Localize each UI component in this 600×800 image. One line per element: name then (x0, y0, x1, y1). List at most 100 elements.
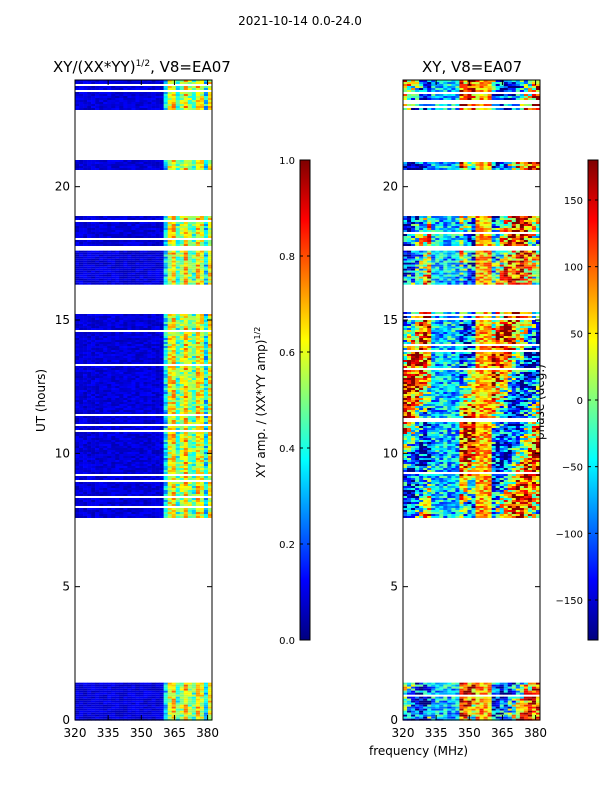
heatmap-cell (183, 428, 189, 430)
heatmap-cell (199, 352, 205, 354)
heatmap-cell (107, 428, 112, 430)
heatmap-cell (139, 318, 144, 320)
heatmap-cell (167, 498, 173, 500)
heatmap-cell (159, 282, 164, 285)
heatmap-cell (115, 322, 120, 324)
heatmap-cell (159, 710, 164, 713)
heatmap-cell (155, 472, 160, 474)
heatmap-cell (83, 450, 88, 452)
heatmap-cell (127, 492, 132, 494)
heatmap-cell (167, 502, 173, 504)
heatmap-cell (135, 692, 140, 695)
heatmap-cell (147, 340, 152, 342)
heatmap-cell (127, 260, 132, 263)
heatmap-cell (155, 168, 160, 170)
heatmap-cell (111, 484, 116, 486)
heatmap-cell (87, 328, 92, 330)
heatmap-cell (103, 488, 108, 490)
heatmap-cell (107, 476, 112, 478)
heatmap-cell (135, 400, 140, 402)
heatmap-cell (135, 388, 140, 390)
heatmap-cell (91, 494, 96, 496)
heatmap-cell (199, 398, 205, 400)
heatmap-cell (155, 384, 160, 386)
heatmap-cell (119, 166, 124, 168)
heatmap-cell (195, 682, 201, 685)
heatmap-cell (195, 242, 201, 244)
heatmap-cell (83, 426, 88, 428)
heatmap-cell (139, 398, 144, 400)
heatmap-cell (147, 700, 152, 703)
heatmap-cell (103, 346, 108, 348)
heatmap-cell (127, 254, 132, 257)
heatmap-cell (95, 342, 100, 344)
heatmap-cell (143, 464, 148, 466)
heatmap-cell (163, 504, 168, 506)
heatmap-cell (135, 354, 140, 356)
heatmap-cell (135, 378, 140, 380)
heatmap-cell (111, 222, 116, 224)
heatmap-cell (179, 460, 185, 462)
heatmap-cell (203, 690, 209, 693)
heatmap-cell (115, 468, 120, 470)
heatmap-cell (191, 160, 197, 162)
heatmap-cell (99, 686, 104, 689)
heatmap-cell (171, 350, 177, 352)
heatmap-cell (127, 408, 132, 410)
heatmap-cell (119, 458, 124, 460)
heatmap-cell (139, 320, 144, 322)
heatmap-cell (123, 336, 128, 338)
heatmap-cell (135, 370, 140, 372)
heatmap-cell (167, 412, 173, 414)
heatmap-cell (79, 454, 84, 456)
heatmap-cell (163, 442, 168, 444)
heatmap-cell (199, 690, 205, 693)
heatmap-cell (171, 250, 177, 253)
heatmap-cell (99, 366, 104, 368)
heatmap-cell (91, 224, 96, 226)
heatmap-cell (83, 464, 88, 466)
heatmap-cell (207, 494, 213, 496)
heatmap-cell (159, 262, 164, 265)
heatmap-cell (75, 366, 80, 368)
heatmap-cell (123, 322, 128, 324)
heatmap-cell (191, 422, 197, 424)
heatmap-cell (155, 382, 160, 384)
heatmap-cell (171, 278, 177, 281)
heatmap-cell (203, 710, 209, 713)
heatmap-cell (83, 510, 88, 512)
heatmap-cell (191, 460, 197, 462)
heatmap-cell (167, 396, 173, 398)
heatmap-cell (79, 450, 84, 452)
heatmap-cell (199, 354, 205, 356)
heatmap-cell (127, 716, 132, 719)
heatmap-cell (119, 258, 124, 261)
heatmap-cell (195, 688, 201, 691)
heatmap-cell (187, 702, 193, 705)
heatmap-cell (163, 436, 168, 438)
heatmap-cell (135, 386, 140, 388)
heatmap-cell (91, 504, 96, 506)
heatmap-cell (91, 468, 96, 470)
heatmap-cell (207, 398, 213, 400)
heatmap-cell (127, 226, 132, 228)
heatmap-cell (99, 432, 104, 434)
heatmap-cell (155, 368, 160, 370)
heatmap-cell (179, 316, 185, 318)
heatmap-cell (123, 472, 128, 474)
heatmap-cell (79, 448, 84, 450)
heatmap-cell (183, 350, 189, 352)
heatmap-cell (143, 262, 148, 265)
heatmap-cell (107, 232, 112, 234)
heatmap-cell (151, 404, 156, 406)
heatmap-cell (87, 504, 92, 506)
heatmap-cell (127, 256, 132, 259)
heatmap-cell (135, 690, 140, 693)
heatmap-cell (103, 696, 108, 699)
heatmap-cell (151, 698, 156, 701)
heatmap-cell (91, 476, 96, 478)
heatmap-cell (175, 696, 181, 699)
heatmap-cell (151, 352, 156, 354)
heatmap-cell (135, 396, 140, 398)
heatmap-cell (103, 710, 108, 713)
